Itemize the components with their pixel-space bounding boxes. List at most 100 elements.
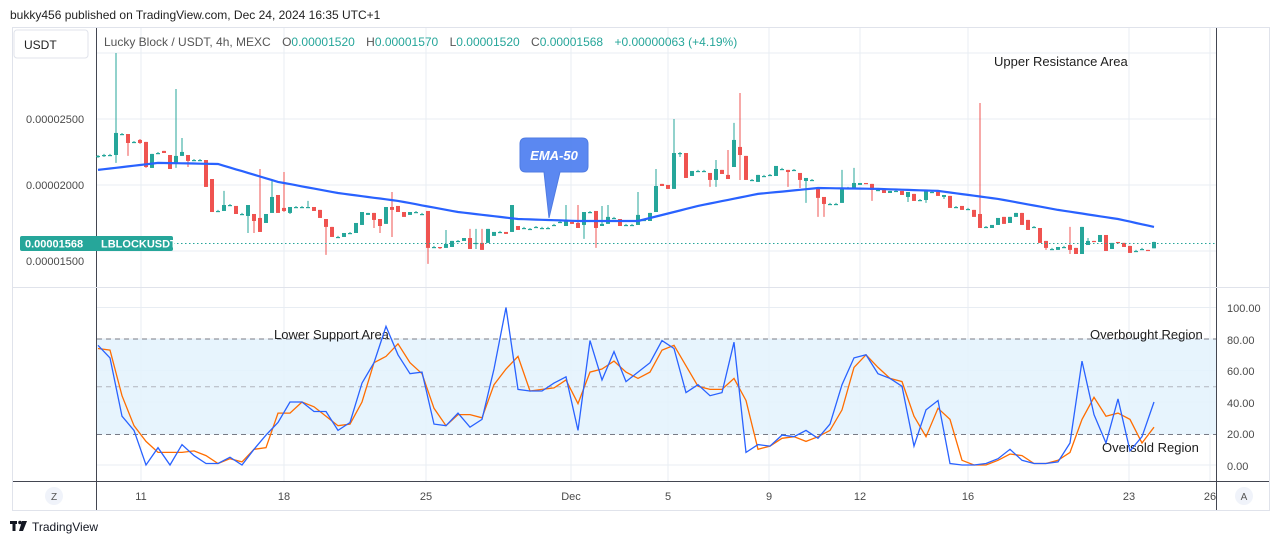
candle-body [1122,242,1126,247]
candle-body [708,172,712,180]
tradingview-logo[interactable]: TradingView [10,520,98,534]
candle [240,212,244,216]
lower-support-label: Lower Support Area [274,327,390,342]
candlestick-series [96,52,1156,264]
candle-body [900,190,904,195]
candle-body [258,217,262,232]
candle [222,190,226,211]
candle [162,150,166,154]
candle [564,205,568,227]
price-tick-label: 0.00002000 [26,180,84,192]
candle-body [852,182,856,188]
candle [840,169,844,203]
candle-body [1044,240,1048,248]
candle-body [162,150,166,154]
candle [1152,241,1156,249]
price-tick-label: 0.00002500 [26,114,84,126]
candle-body [918,200,922,202]
candle-body [564,220,568,227]
symbol-search-box[interactable]: USDT [13,29,89,59]
candle-body [780,168,784,171]
candle [174,88,178,168]
candle-body [504,231,508,234]
candle-body [558,221,562,224]
candle [792,168,796,172]
logo-text: TradingView [32,520,98,534]
candle-body [228,205,232,207]
time-tick-label: 9 [766,491,772,503]
time-zone-button[interactable]: Z [45,487,63,505]
candle-body [726,174,730,180]
legend-change-value: +0.00000063 (+4.19%) [614,35,737,49]
candle [492,231,496,236]
candle [1110,242,1114,249]
candle-body [768,174,772,177]
candle-body [1140,248,1144,251]
candle [1026,219,1030,230]
candle-body [822,196,826,204]
candle [600,205,604,227]
legend-high-label: H [366,35,375,49]
candle [228,203,232,207]
candle [804,177,808,203]
candle-body [198,160,202,162]
candle-body [270,196,274,213]
candle [294,205,298,209]
candle [216,209,220,213]
candle-body [300,206,304,209]
candle [852,167,856,188]
candle-body [1128,245,1132,253]
candle [1092,240,1096,243]
candle-body [354,222,358,233]
candle-body [492,231,496,236]
candle [1044,240,1048,250]
candle [138,139,142,144]
candle-body [1002,216,1006,224]
candle [444,229,448,248]
candle-body [954,206,958,209]
candle [96,154,100,158]
candle-body [552,224,556,227]
candle [1080,226,1084,254]
ema-callout-text: EMA-50 [530,148,578,163]
candle [822,196,826,217]
candle [270,179,274,213]
candle [366,212,370,215]
candle-body [1110,242,1114,249]
legend-open-label: O [282,35,291,49]
candle-body [222,205,226,211]
osc-tick-label: 20.00 [1227,429,1255,441]
candle [630,223,634,227]
candle-body [186,154,190,161]
candle [690,170,694,176]
candle [114,52,118,163]
candle-body [834,203,838,206]
candle [210,179,214,213]
candle [438,246,442,249]
auto-scale-button[interactable]: A [1235,487,1253,505]
legend-high-value: 0.00001570 [375,35,439,49]
candle [582,212,586,239]
candle [198,158,202,162]
legend-open-value: 0.00001520 [291,35,355,49]
candle [318,209,322,218]
candle-body [498,231,502,234]
candle-body [990,224,994,228]
candle-body [702,170,706,173]
ema50-line [97,161,1155,228]
time-axis[interactable]: 11 18 25 Dec 5 9 12 16 23 26 [135,491,1216,503]
candle [402,212,406,217]
candle [1020,212,1024,225]
candle-body [840,187,844,203]
candle-body [1080,226,1084,254]
candle [102,153,106,157]
candle [948,195,952,208]
candle [978,102,982,228]
candle [474,228,478,249]
candle-body [438,246,442,249]
candle [258,168,262,232]
ema-callout[interactable]: EMA-50 [519,137,589,219]
candle-body [1026,219,1030,230]
candle-body [582,212,586,225]
